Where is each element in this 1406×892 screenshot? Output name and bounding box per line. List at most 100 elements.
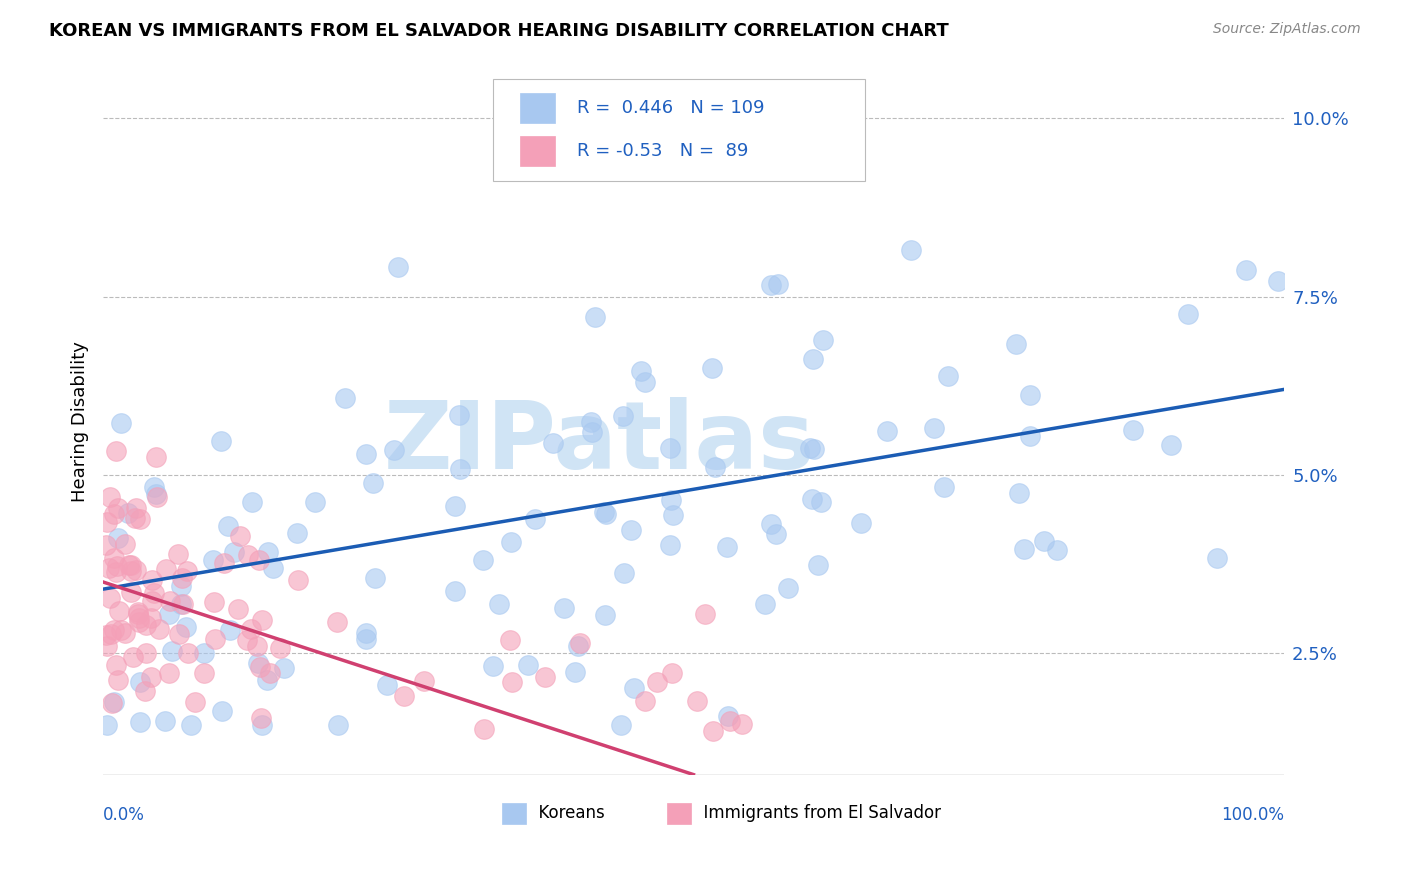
Point [731,717,754,731]
Point [209,434,232,448]
Point [107,501,129,516]
Point [256,673,278,687]
Point [141,574,163,588]
Point [120,564,142,578]
Point [129,674,152,689]
Point [499,633,522,648]
Point [534,670,557,684]
Point [122,650,145,665]
Point [226,602,249,616]
Point [662,508,685,522]
Point [229,529,252,543]
Text: KOREAN VS IMMIGRANTS FROM EL SALVADOR HEARING DISABILITY CORRELATION CHART: KOREAN VS IMMIGRANTS FROM EL SALVADOR HE… [49,22,949,40]
Point [222,545,245,559]
Point [444,499,467,513]
Point [801,351,824,366]
Point [325,615,347,629]
Point [117,506,139,520]
Point [361,476,384,491]
Point [98,561,121,575]
Point [153,714,176,729]
Point [326,717,349,731]
Point [501,674,523,689]
Point [766,277,789,292]
Point [104,444,127,458]
Point [160,644,183,658]
Point [159,594,181,608]
Point [1019,429,1042,443]
Y-axis label: Hearing Disability: Hearing Disability [72,341,89,502]
Point [392,690,415,704]
Point [96,537,118,551]
Point [250,717,273,731]
Point [129,512,152,526]
Point [247,553,270,567]
Point [128,615,150,629]
Point [553,601,575,615]
Point [107,673,129,687]
Point [1122,423,1144,437]
Point [103,695,125,709]
Point [354,625,377,640]
Point [212,556,235,570]
Point [249,659,271,673]
Point [145,490,167,504]
Point [96,515,118,529]
Point [811,333,834,347]
Point [114,625,136,640]
Point [193,646,215,660]
Point [364,571,387,585]
Point [240,495,263,509]
Bar [502,803,526,824]
Point [900,243,922,257]
Point [174,620,197,634]
Point [1234,263,1257,277]
Point [702,360,724,375]
Point [219,624,242,638]
Point [101,696,124,710]
Point [765,527,787,541]
Point [96,717,118,731]
Point [718,714,741,729]
Point [184,695,207,709]
Point [157,665,180,680]
Point [236,548,259,562]
Point [148,623,170,637]
Point [96,639,118,653]
Point [759,517,782,532]
Point [623,681,645,695]
Point [412,673,434,688]
Point [702,724,724,739]
Point [193,666,215,681]
Point [333,391,356,405]
Point [285,525,308,540]
Point [100,627,122,641]
Point [1004,336,1026,351]
Point [257,545,280,559]
Point [98,591,121,605]
Point [932,480,955,494]
Point [659,492,682,507]
Point [583,310,606,324]
Point [110,416,132,430]
Point [129,714,152,729]
Point [593,505,616,519]
Point [581,415,603,429]
Point [217,519,239,533]
Point [761,278,783,293]
Text: R =  0.446   N = 109: R = 0.446 N = 109 [576,99,763,117]
Point [1177,307,1199,321]
Point [801,491,824,506]
Point [581,425,603,439]
Point [876,424,898,438]
Point [620,523,643,537]
Point [94,627,117,641]
Point [141,593,163,607]
Point [810,494,832,508]
Point [155,562,177,576]
Text: 0.0%: 0.0% [103,806,145,824]
Point [128,611,150,625]
Point [201,553,224,567]
Text: R = -0.53   N =  89: R = -0.53 N = 89 [576,142,748,160]
Point [176,564,198,578]
